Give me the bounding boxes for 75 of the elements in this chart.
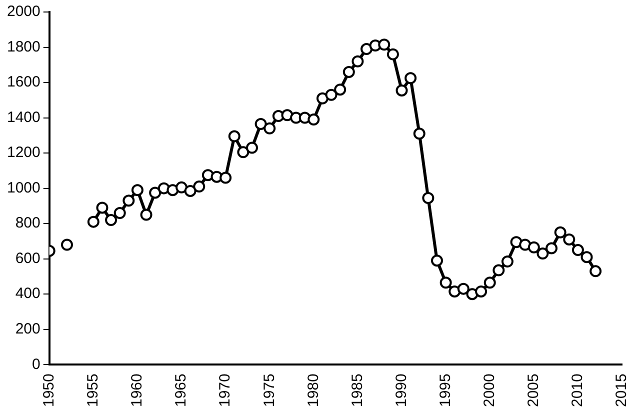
- point: [325, 88, 338, 101]
- point: [448, 285, 461, 298]
- point: [316, 92, 328, 104]
- point: [590, 265, 602, 278]
- x-tick-label: 1980: [304, 374, 322, 408]
- point: [484, 276, 496, 289]
- point: [105, 214, 118, 226]
- point: [386, 48, 399, 60]
- point: [457, 282, 470, 295]
- point: [563, 233, 576, 246]
- x-tick-label: 1955: [84, 374, 102, 408]
- point: [360, 43, 373, 56]
- point: [60, 238, 73, 251]
- x-tick-label: 2015: [613, 374, 630, 408]
- point: [193, 180, 206, 193]
- y-tick-label: 1400: [6, 108, 40, 126]
- x-tick-label: 1975: [260, 374, 278, 408]
- y-tick-label: 800: [15, 214, 40, 232]
- y-tick-label: 2000: [6, 3, 40, 20]
- point: [96, 202, 108, 214]
- point: [184, 184, 196, 197]
- point: [352, 55, 364, 68]
- y-tick-label: 1000: [6, 179, 40, 196]
- point: [466, 288, 478, 300]
- point: [475, 285, 488, 298]
- point: [404, 72, 417, 84]
- point: [580, 251, 593, 264]
- point: [334, 84, 346, 96]
- point: [246, 142, 258, 154]
- point: [87, 216, 100, 228]
- y-tick-label: 1600: [6, 74, 40, 91]
- x-tick-label: 2010: [569, 374, 586, 408]
- x-tick-label: 1960: [128, 374, 146, 408]
- y-tick-label: 200: [15, 320, 40, 338]
- point: [536, 248, 549, 260]
- point: [114, 207, 126, 219]
- point: [492, 264, 505, 276]
- point: [440, 276, 452, 289]
- point: [572, 244, 584, 256]
- y-tick-label: 1200: [6, 144, 40, 162]
- point: [228, 130, 240, 142]
- point: [528, 241, 540, 254]
- point: [396, 84, 408, 96]
- x-tick-label: 1995: [436, 374, 454, 408]
- point: [176, 181, 188, 194]
- y-tick-label: 400: [15, 285, 40, 302]
- x-tick-label: 1985: [348, 374, 366, 408]
- point: [546, 242, 558, 254]
- point: [131, 184, 144, 196]
- x-tick-label: 1950: [40, 374, 58, 408]
- x-tick-label: 1970: [216, 374, 234, 408]
- x-tick-label: 2005: [525, 374, 542, 408]
- point: [254, 118, 267, 130]
- y-tick-label: 1800: [6, 38, 40, 56]
- point: [413, 128, 426, 140]
- point: [430, 254, 443, 267]
- point: [166, 184, 179, 196]
- point: [308, 114, 320, 126]
- y-tick-label: 600: [15, 250, 40, 267]
- point: [554, 226, 566, 238]
- point: [378, 38, 390, 51]
- x-tick-label: 1990: [392, 374, 410, 408]
- point: [264, 122, 276, 134]
- point: [220, 172, 232, 184]
- point: [342, 66, 355, 78]
- point: [519, 238, 532, 251]
- point: [140, 208, 152, 221]
- y-tick-label: 0: [32, 356, 40, 373]
- x-tick-label: 1965: [172, 374, 190, 408]
- point: [237, 146, 250, 158]
- point: [149, 186, 162, 199]
- point: [122, 194, 135, 207]
- x-tick-label: 2000: [480, 374, 498, 408]
- point: [501, 255, 514, 268]
- point: [422, 192, 434, 204]
